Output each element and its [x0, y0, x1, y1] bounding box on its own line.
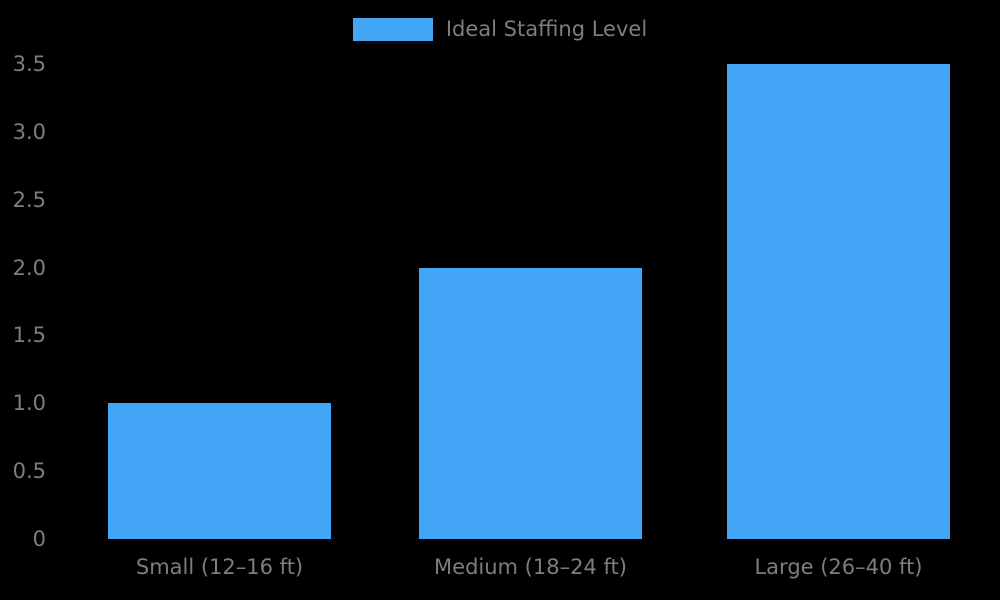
y-axis-tick-label: 3.0 — [12, 119, 46, 144]
bar-2 — [419, 267, 642, 539]
y-axis-tick-label: 3.5 — [12, 52, 46, 76]
y-axis-tick-label: 2.5 — [12, 187, 46, 212]
legend: Ideal Staffing Level — [0, 18, 1000, 41]
legend-label: Ideal Staffing Level — [445, 17, 648, 41]
x-axis-category-label: Large (26–40 ft) — [754, 555, 923, 579]
bar-3 — [727, 64, 950, 539]
x-axis-category-label: Small (12–16 ft) — [135, 555, 304, 579]
y-axis-tick-label: 0.5 — [12, 459, 46, 484]
y-axis-tick-label: 1.0 — [12, 391, 46, 416]
bar-1 — [108, 403, 331, 539]
y-axis-tick-label: 0 — [32, 527, 46, 551]
y-axis-tick-label: 1.5 — [12, 323, 46, 348]
legend-swatch — [352, 18, 433, 41]
y-axis-tick-label: 2.0 — [12, 255, 46, 280]
x-axis-category-label: Medium (18–24 ft) — [434, 555, 627, 579]
